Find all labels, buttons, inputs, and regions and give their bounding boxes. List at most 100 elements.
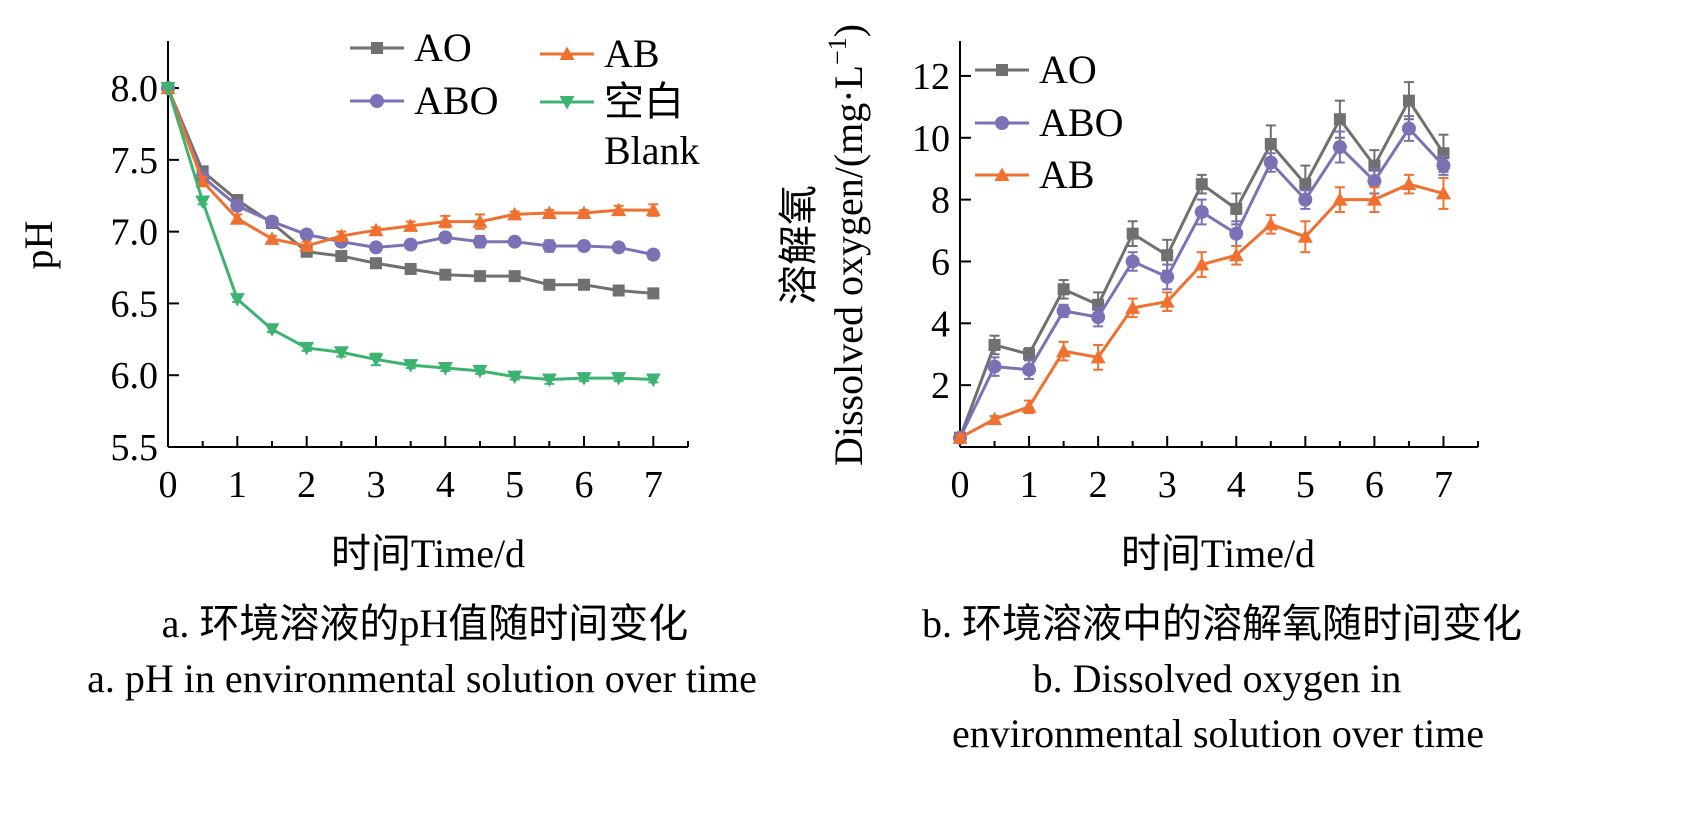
legend-marker: [996, 64, 1008, 76]
data-point: [1125, 254, 1140, 269]
series-1: [953, 115, 1451, 445]
data-point: [1367, 174, 1382, 189]
data-point: [1194, 204, 1209, 219]
data-point: [265, 214, 279, 229]
data-point: [1297, 229, 1313, 243]
data-point: [1402, 94, 1415, 107]
data-point: [543, 278, 556, 291]
data-point: [437, 362, 453, 376]
x-tick-label: 7: [1434, 464, 1453, 506]
data-point: [299, 227, 314, 242]
y-tick-label: 10: [912, 118, 950, 160]
data-point: [1160, 269, 1175, 284]
x-tick-label: 6: [575, 464, 594, 506]
x-tick-label: 7: [644, 464, 663, 506]
data-point: [195, 195, 211, 209]
data-point: [1056, 343, 1072, 358]
x-axis-title: 时间Time/d: [331, 531, 525, 576]
series-line: [166, 87, 654, 382]
series-3: [160, 82, 661, 388]
data-point: [264, 323, 280, 337]
x-tick-label: 3: [1158, 464, 1177, 506]
x-tick-label: 2: [297, 464, 316, 506]
caption-en-line1: b. Dissolved oxygen in: [1033, 656, 1402, 701]
data-point: [473, 234, 487, 249]
data-point: [403, 218, 419, 232]
y-tick-label: 6: [931, 241, 950, 283]
y-tick-label: 6.5: [111, 283, 159, 325]
data-point: [1332, 192, 1348, 206]
y-tick-label: 2: [931, 365, 950, 407]
y-axis-title-cn: 溶解氧: [776, 185, 821, 305]
data-point: [333, 228, 349, 242]
data-point: [1090, 349, 1106, 364]
series-line: [166, 87, 654, 295]
data-point: [1264, 137, 1277, 150]
legend-label: ABO: [414, 78, 498, 123]
data-point: [612, 284, 625, 297]
legend-marker: [994, 167, 1010, 181]
data-point: [438, 230, 453, 245]
y-tick-label: 7.0: [111, 212, 159, 254]
data-point: [611, 240, 626, 255]
data-point: [611, 372, 627, 386]
series-2: [952, 173, 1451, 444]
data-point: [1159, 294, 1175, 308]
data-point: [1401, 176, 1417, 191]
y-tick-label: 4: [931, 303, 950, 345]
data-point: [1056, 303, 1071, 318]
x-tick-label: 3: [367, 464, 386, 506]
series-2: [160, 80, 661, 252]
data-point: [507, 370, 523, 385]
y-axis-title: pH: [16, 221, 61, 270]
legend-label: AB: [604, 31, 660, 76]
data-point: [1263, 155, 1278, 170]
y-axis-title-sup: −1: [823, 37, 852, 65]
data-point: [1091, 310, 1106, 325]
data-point: [542, 239, 557, 253]
caption-en: a. pH in environmental solution over tim…: [87, 656, 757, 701]
x-tick-label: 4: [1227, 464, 1246, 506]
data-point: [1195, 178, 1208, 191]
data-point: [437, 214, 453, 228]
data-point: [403, 237, 418, 252]
legend-label: 空白: [604, 79, 684, 124]
data-point: [299, 341, 315, 356]
data-point: [541, 205, 557, 219]
data-point: [472, 364, 488, 379]
x-tick-label: 1: [228, 464, 247, 506]
data-point: [1126, 227, 1139, 240]
legend-label: AO: [414, 25, 472, 70]
legend-label-line2: Blank: [604, 128, 700, 173]
y-tick-label: 8: [931, 180, 950, 222]
y-axis-title-en: Dissolved oxygen/(mg·L: [826, 65, 871, 466]
caption-en-line2: environmental solution over time: [952, 711, 1484, 756]
data-point: [1333, 113, 1346, 126]
x-tick-label: 4: [436, 464, 455, 506]
data-point: [576, 205, 592, 219]
panel-a-ph-chart: 0 1 2 3 4 5 6 7 5.5 6.0 6.5 7.0 7.5 8.0 AO ABO AB空白Blank…: [16, 25, 757, 701]
data-point: [1298, 192, 1313, 207]
x-tick-label: 1: [1020, 464, 1039, 506]
legend-marker: [559, 96, 575, 110]
y-tick-label: 7.5: [111, 140, 159, 182]
data-point: [987, 411, 1003, 426]
data-point: [1230, 202, 1243, 215]
data-point: [439, 268, 452, 281]
legend-marker: [559, 46, 575, 60]
data-point: [368, 222, 384, 237]
data-point: [508, 270, 521, 283]
legend-label: ABO: [1039, 100, 1123, 145]
data-point: [230, 198, 245, 213]
x-tick-label: 6: [1365, 464, 1384, 506]
data-point: [404, 262, 417, 275]
data-point: [1125, 300, 1141, 314]
legend-marker: [370, 94, 384, 108]
legend-label: AO: [1039, 47, 1097, 92]
data-point: [1228, 247, 1244, 262]
data-point: [368, 353, 384, 367]
data-point: [987, 359, 1002, 374]
data-point: [507, 234, 522, 249]
data-point: [1229, 226, 1244, 241]
